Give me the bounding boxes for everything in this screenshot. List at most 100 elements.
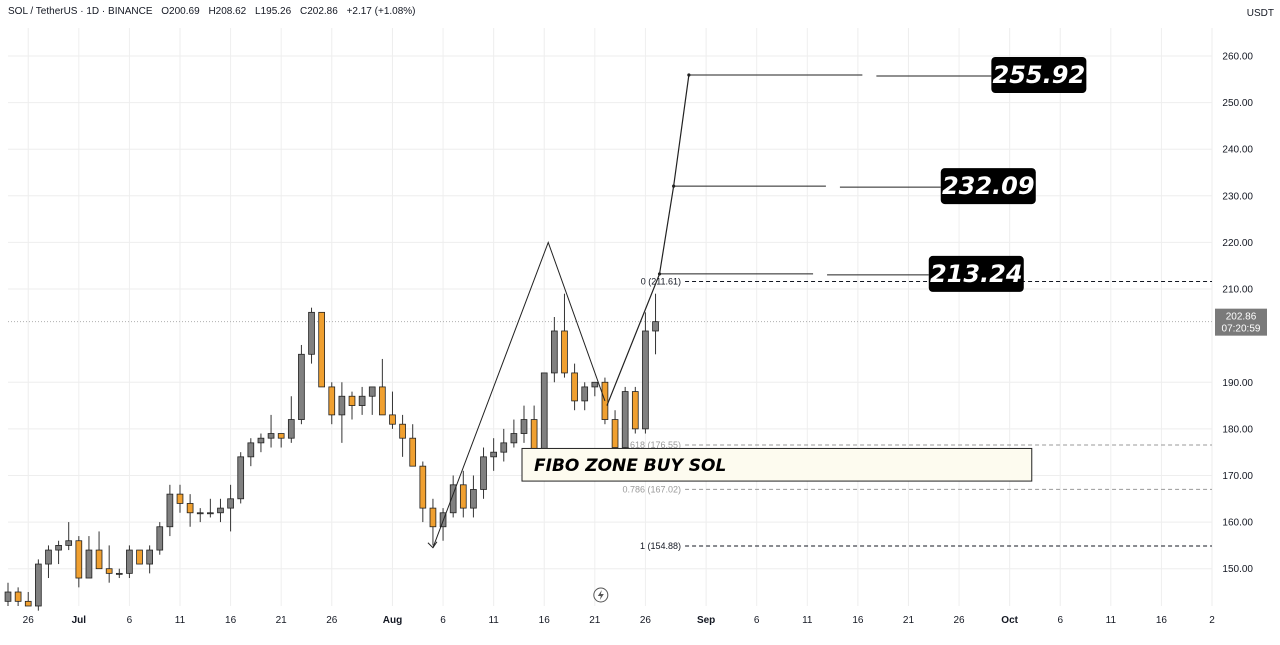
candle[interactable] (55, 540, 62, 565)
candle[interactable] (95, 531, 103, 570)
candle[interactable] (520, 405, 528, 443)
candle[interactable] (459, 470, 467, 518)
candle[interactable] (379, 358, 386, 416)
candle[interactable] (4, 582, 12, 606)
candle[interactable] (35, 559, 42, 611)
candle-body (75, 540, 83, 579)
x-tick-label: 11 (1106, 615, 1117, 626)
candle-body (399, 423, 406, 439)
candle[interactable] (591, 381, 599, 397)
fib-level-label: 1 (154.88) (640, 541, 681, 551)
candle[interactable] (156, 522, 164, 555)
candle-body (611, 419, 619, 448)
candle[interactable] (449, 475, 457, 518)
candle-body (115, 572, 123, 575)
candle[interactable] (105, 545, 113, 583)
x-tick-label: 6 (127, 615, 133, 626)
candle[interactable] (14, 587, 22, 606)
candle[interactable] (500, 428, 508, 462)
candle[interactable] (642, 312, 649, 434)
x-tick-label: 16 (1156, 615, 1168, 626)
candle[interactable] (146, 545, 153, 574)
candle[interactable] (85, 536, 93, 579)
candle[interactable] (571, 363, 578, 411)
symbol-name[interactable]: SOL / TetherUS · 1D · BINANCE (8, 6, 153, 17)
x-tick-label: 21 (903, 615, 915, 626)
candle[interactable] (186, 494, 194, 527)
fibo-buy-zone[interactable] (521, 447, 1033, 482)
candle-body (55, 545, 62, 551)
candle-body (186, 503, 194, 514)
candle-body (24, 600, 32, 607)
candle-body (45, 549, 52, 565)
candle[interactable] (237, 452, 245, 504)
candle[interactable] (429, 498, 437, 546)
x-tick-label: Sep (697, 615, 715, 626)
candle[interactable] (136, 549, 143, 565)
candle[interactable] (368, 386, 376, 415)
candle-body (257, 437, 265, 444)
candle-body (368, 386, 376, 397)
candle[interactable] (318, 311, 325, 388)
candle[interactable] (470, 475, 477, 518)
candle[interactable] (338, 382, 346, 443)
candle[interactable] (287, 396, 295, 443)
candle-body (146, 549, 153, 565)
candle[interactable] (439, 508, 447, 541)
candle[interactable] (75, 536, 83, 588)
candle[interactable] (621, 386, 629, 448)
candle[interactable] (166, 484, 174, 537)
x-tick-label: 6 (754, 615, 760, 626)
currency-label: USDT (1246, 8, 1274, 19)
candle[interactable] (328, 382, 336, 425)
candle[interactable] (277, 433, 285, 448)
candle[interactable] (65, 522, 73, 551)
candle[interactable] (551, 317, 558, 383)
candle[interactable] (631, 386, 639, 434)
candle[interactable] (207, 498, 214, 518)
candle[interactable] (45, 545, 52, 579)
target-label: 232.09 (942, 172, 1035, 200)
candle-body (581, 386, 589, 402)
candle[interactable] (480, 447, 487, 499)
candle[interactable] (611, 410, 619, 448)
candle[interactable] (115, 568, 123, 579)
candle[interactable] (227, 484, 234, 532)
candle[interactable] (348, 391, 356, 420)
candle[interactable] (652, 293, 659, 355)
candle[interactable] (561, 293, 568, 378)
candle-body (429, 507, 437, 528)
y-tick-label: 150.00 (1222, 564, 1253, 575)
target-label: 213.24 (930, 260, 1023, 288)
target-dot (687, 73, 691, 77)
candle[interactable] (308, 307, 315, 364)
candle[interactable] (298, 344, 305, 425)
y-tick-label: 220.00 (1222, 238, 1253, 249)
candle[interactable] (581, 382, 589, 411)
candle[interactable] (399, 414, 406, 457)
candle[interactable] (24, 592, 32, 607)
candle[interactable] (217, 498, 224, 523)
candle[interactable] (267, 414, 275, 448)
candle[interactable] (490, 438, 497, 471)
candle[interactable] (176, 484, 184, 513)
candle[interactable] (247, 438, 255, 467)
candle[interactable] (419, 461, 427, 523)
candle[interactable] (257, 433, 265, 453)
pattern-zigzag-line (432, 240, 606, 548)
candle-body (510, 433, 518, 444)
candle[interactable] (510, 419, 518, 448)
y-tick-label: 230.00 (1222, 191, 1253, 202)
y-tick-label: 160.00 (1222, 518, 1253, 529)
candle[interactable] (409, 424, 417, 467)
candle[interactable] (196, 508, 204, 523)
candle-body (338, 395, 346, 416)
candle-body (561, 330, 568, 374)
y-tick-label: 170.00 (1222, 471, 1253, 482)
candle[interactable] (389, 391, 396, 429)
x-tick-label: 2 (1209, 615, 1215, 626)
candle[interactable] (126, 545, 133, 579)
candle[interactable] (358, 386, 366, 415)
x-tick-label: 16 (539, 615, 551, 626)
